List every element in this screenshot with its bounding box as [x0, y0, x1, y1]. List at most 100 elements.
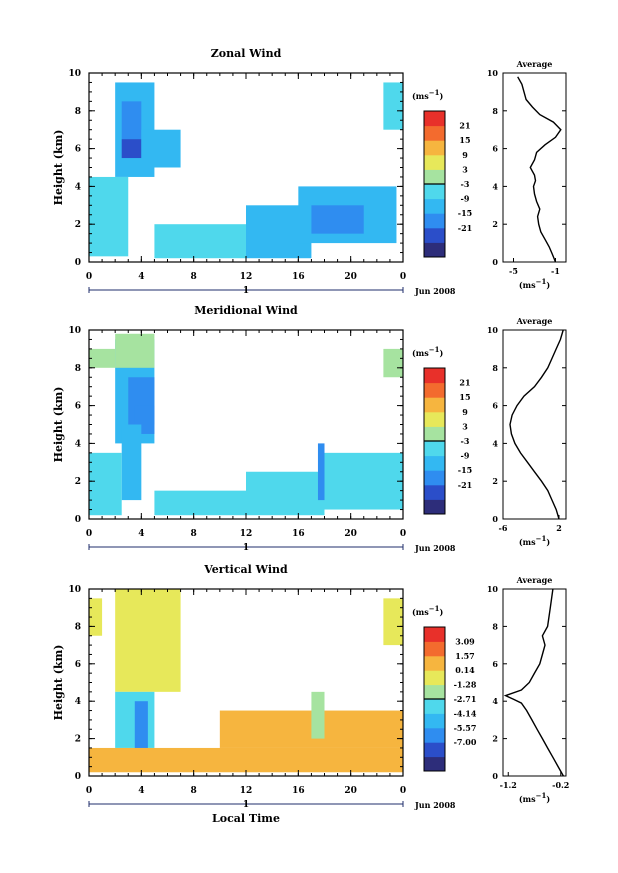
heatmap-cell	[324, 452, 403, 510]
colorbar-label: -4.14	[454, 708, 477, 718]
colorbar-label: 3	[462, 421, 468, 431]
heatmap-cell	[115, 333, 155, 368]
avg-y-tick-label: 4	[492, 696, 498, 706]
colorbar-label: -21	[458, 480, 472, 490]
x-tick-label: 0	[86, 786, 92, 796]
heatmap-cell	[246, 471, 325, 516]
heatmap-cell	[89, 452, 122, 516]
y-tick-label: 10	[68, 69, 81, 79]
avg-profile-line	[503, 588, 565, 777]
avg-x-tick-label: -6	[499, 523, 508, 533]
x-tick-label: 20	[344, 529, 357, 539]
x-tick-label: 8	[191, 786, 197, 796]
avg-x-tick-label: -5	[509, 266, 518, 276]
avg-profile-line	[517, 76, 562, 263]
colorbar-swatch	[424, 641, 445, 657]
y-axis-label: Height (km)	[52, 130, 65, 206]
colorbar-label: -9	[461, 451, 470, 461]
y-axis-label: Height (km)	[52, 645, 65, 721]
avg-x-tick-label: -1	[551, 266, 560, 276]
colorbar-unit: (ms−1)	[412, 88, 444, 101]
x-tick-label: 16	[292, 529, 305, 539]
y-tick-label: 8	[75, 622, 81, 632]
avg-x-label: (ms−1)	[519, 277, 551, 290]
avg-y-tick-label: 2	[492, 734, 498, 744]
avg-frame	[502, 588, 567, 777]
colorbar-swatch	[424, 213, 445, 229]
x-tick-label: 20	[344, 272, 357, 282]
avg-y-tick-label: 0	[492, 257, 498, 267]
x-tick-label: 12	[240, 786, 253, 796]
colorbar-swatch	[424, 756, 445, 772]
x-tick-label: 12	[240, 272, 253, 282]
colorbar-swatch	[424, 499, 445, 515]
colorbar-swatch	[424, 125, 445, 141]
y-tick-label: 0	[75, 772, 81, 782]
colorbar-swatch	[424, 655, 445, 671]
day-label: 1	[243, 543, 249, 553]
colorbar-swatch	[424, 397, 445, 413]
colorbar-label: -9	[461, 194, 470, 204]
colorbar-swatch	[424, 742, 445, 758]
heatmap-cell	[383, 598, 403, 646]
day-label: 1	[243, 286, 249, 296]
y-tick-label: 4	[75, 182, 81, 192]
avg-y-tick-label: 4	[492, 181, 498, 191]
colorbar-swatch	[424, 470, 445, 486]
y-tick-label: 0	[75, 258, 81, 268]
x-tick-label: 0	[86, 272, 92, 282]
avg-y-tick-label: 8	[492, 106, 498, 116]
colorbar-swatch	[424, 713, 445, 729]
avg-y-tick-label: 10	[487, 68, 499, 78]
colorbar-label: -15	[458, 465, 472, 475]
heatmap-cell	[89, 348, 116, 368]
y-tick-label: 8	[75, 364, 81, 374]
avg-frame	[502, 72, 567, 263]
avg-profile-line	[509, 329, 564, 520]
panel-title: Meridional Wind	[194, 304, 298, 317]
y-axis-label: Height (km)	[52, 387, 65, 463]
colorbar-label: -3	[461, 179, 470, 189]
colorbar-label: -2.71	[454, 694, 477, 704]
colorbar-swatch	[424, 426, 445, 442]
colorbar-label: 9	[462, 150, 468, 160]
colorbar-swatch	[424, 684, 445, 700]
colorbar-swatch	[424, 627, 445, 642]
x-tick-label: 20	[344, 786, 357, 796]
avg-y-tick-label: 8	[492, 621, 498, 631]
heatmap-cell	[154, 224, 246, 259]
avg-y-tick-label: 6	[492, 401, 498, 411]
avg-x-tick-label: -1.2	[500, 780, 517, 790]
colorbar-label: 3.09	[455, 636, 475, 646]
colorbar-swatch	[424, 154, 445, 170]
y-tick-label: 2	[75, 735, 81, 745]
heatmap-cell	[115, 691, 155, 748]
panel-title: Vertical Wind	[203, 563, 288, 576]
date-label: Jun 2008	[414, 800, 456, 810]
y-tick-label: 2	[75, 220, 81, 230]
y-tick-label: 10	[68, 585, 81, 595]
x-tick-label: 0	[400, 272, 406, 282]
y-tick-label: 4	[75, 697, 81, 707]
heatmap-cell	[141, 129, 181, 168]
colorbar-swatch	[424, 455, 445, 471]
colorbar-swatch	[424, 140, 445, 156]
colorbar-label: 15	[459, 392, 470, 402]
x-tick-label: 0	[400, 529, 406, 539]
avg-title: Average	[516, 575, 553, 585]
heatmap-cell	[311, 205, 364, 234]
x-tick-label: 4	[138, 272, 144, 282]
colorbar-label: 21	[459, 121, 470, 131]
colorbar-swatch	[424, 484, 445, 500]
colorbar-swatch	[424, 368, 445, 384]
avg-y-tick-label: 2	[492, 219, 498, 229]
x-tick-label: 12	[240, 529, 253, 539]
x-tick-label: 8	[191, 272, 197, 282]
colorbar-unit: (ms−1)	[412, 345, 444, 358]
avg-x-label: (ms−1)	[519, 791, 551, 804]
colorbar-swatch	[424, 727, 445, 743]
colorbar-label: 3	[462, 164, 468, 174]
colorbar-swatch	[424, 382, 445, 398]
